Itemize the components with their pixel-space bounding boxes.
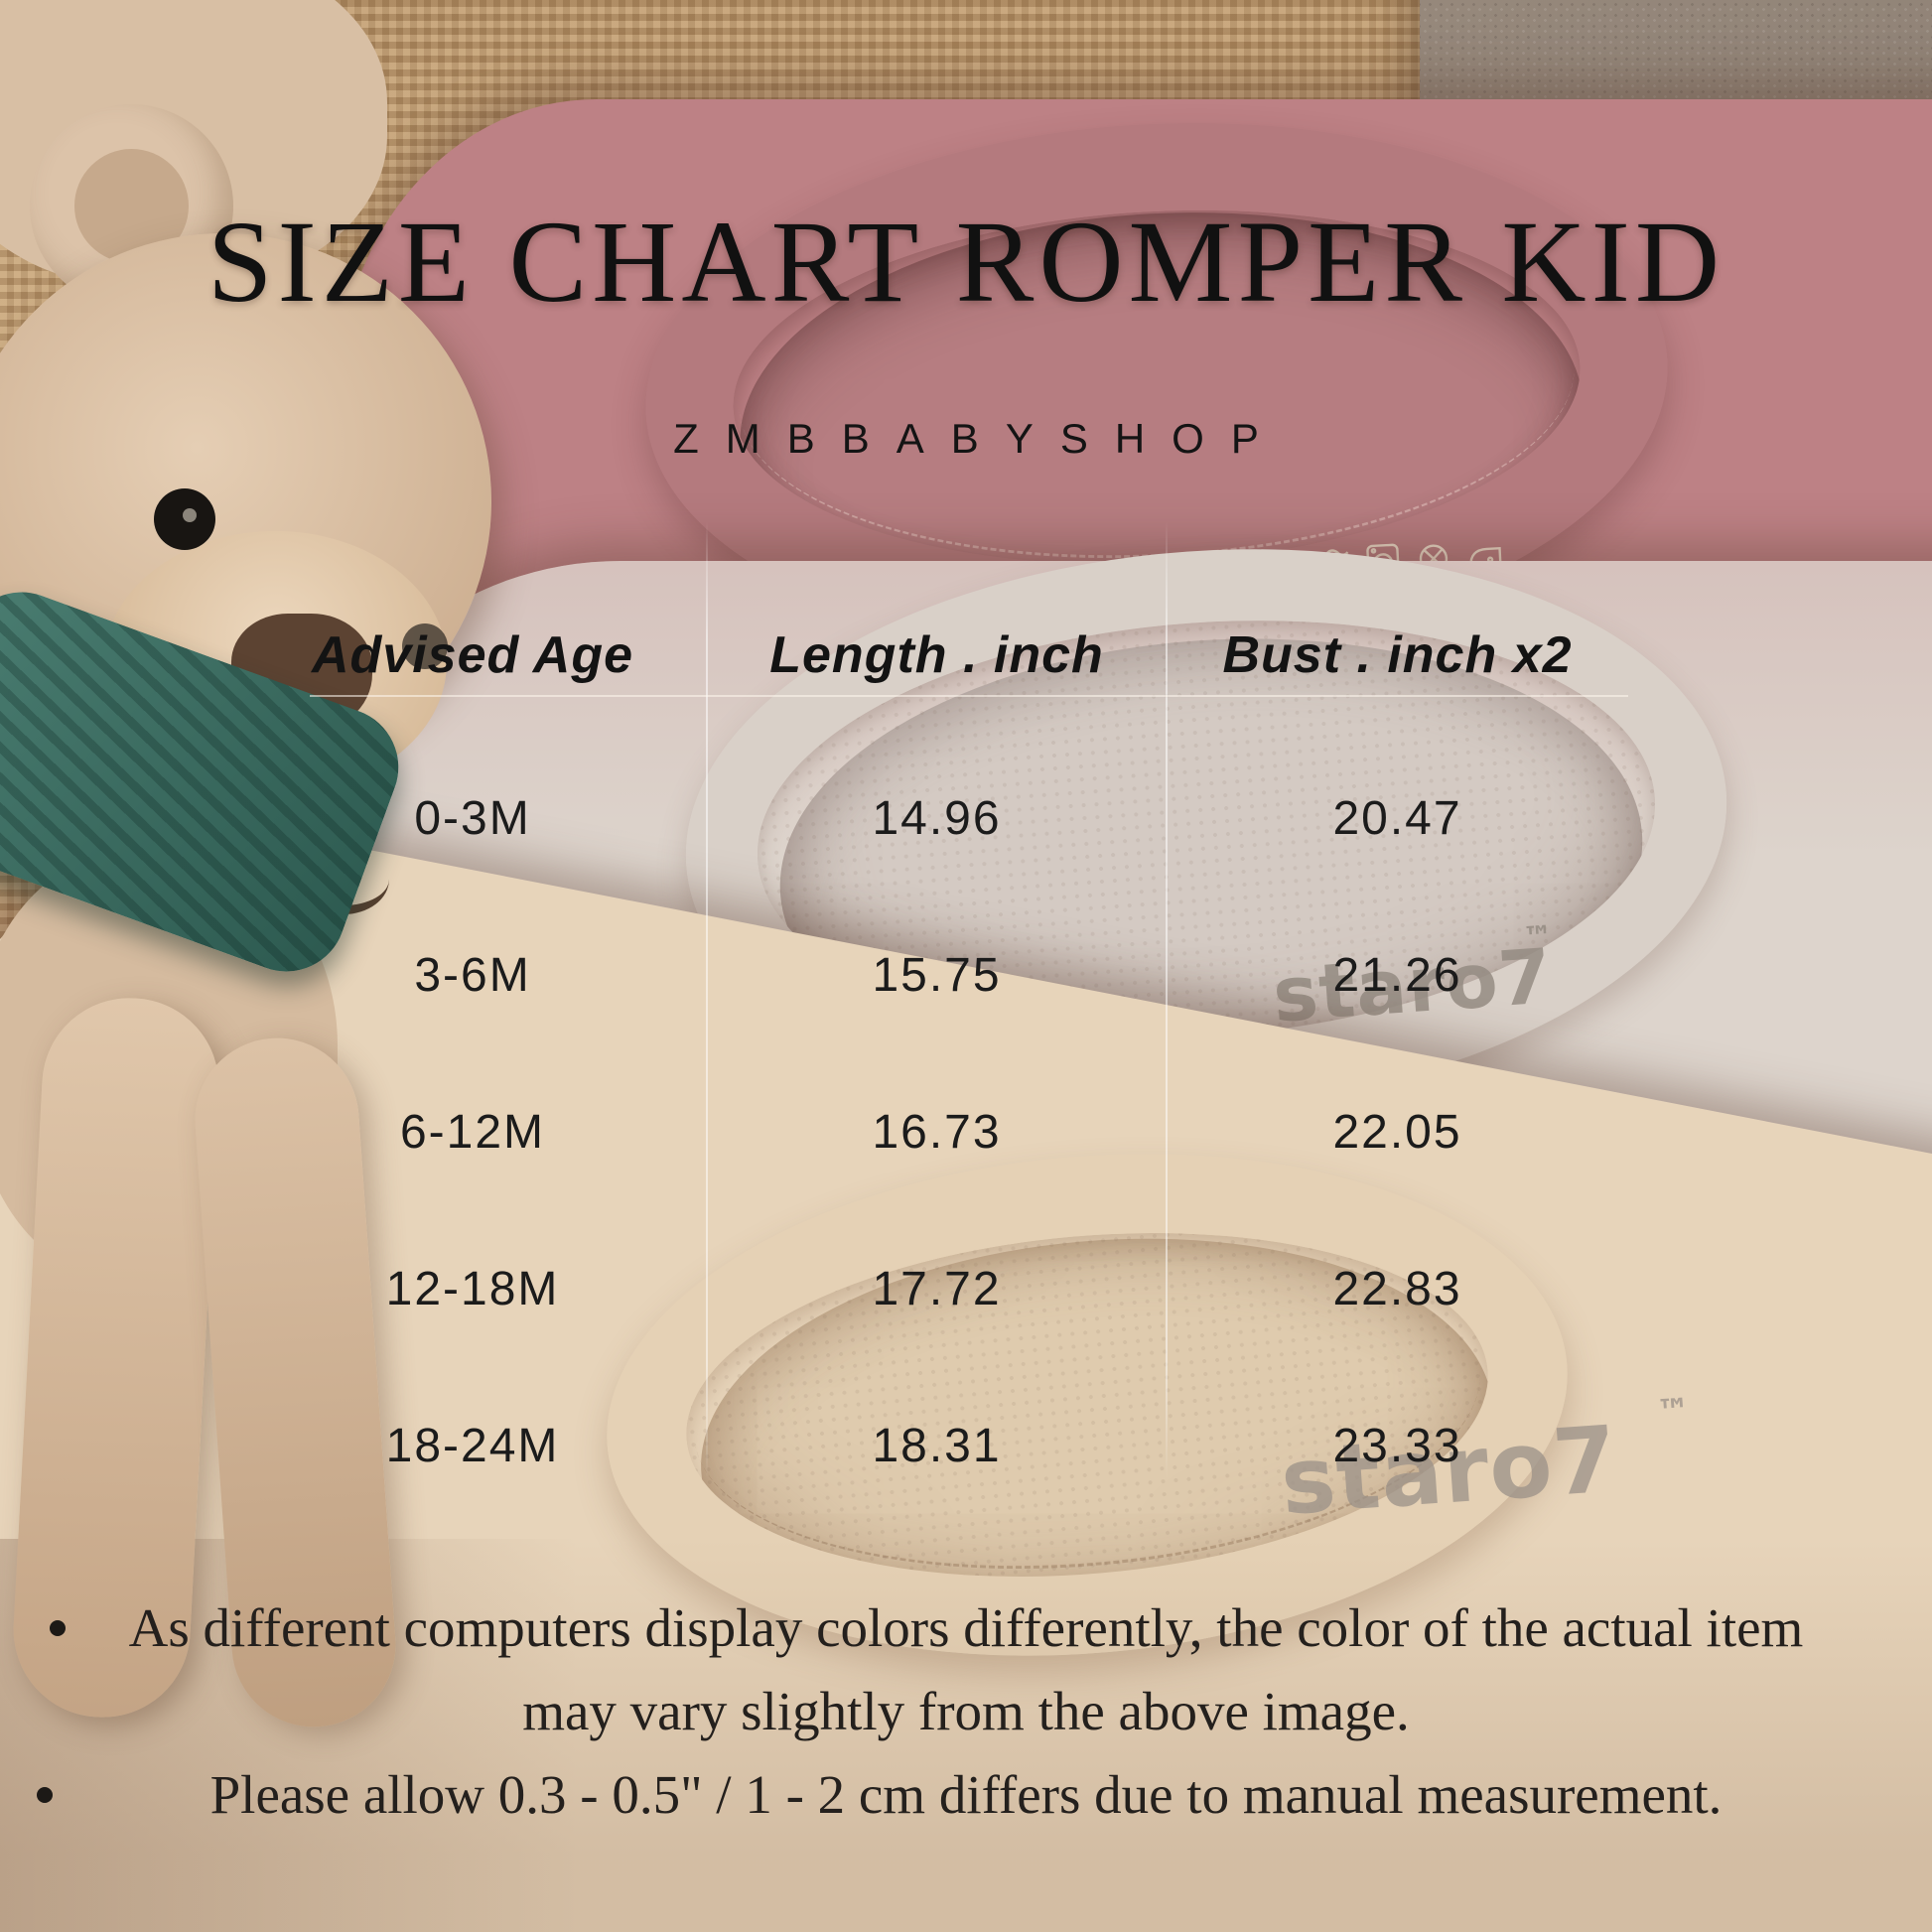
note-color-disclaimer: As different computers display colors di… xyxy=(38,1587,1894,1753)
bust-cell: 22.83 xyxy=(1332,1262,1462,1315)
note-text: As different computers display colors di… xyxy=(128,1597,1804,1741)
table-row: 3-6M 15.75 21.26 xyxy=(238,897,1628,1053)
bear-eye-glint xyxy=(183,508,197,522)
table-row: 18-24M 18.31 23.33 xyxy=(238,1367,1628,1524)
bust-cell: 20.47 xyxy=(1332,791,1462,845)
table-row: 0-3M 14.96 20.47 xyxy=(238,740,1628,897)
table-row: 12-18M 17.72 22.83 xyxy=(238,1210,1628,1367)
note-text: Please allow 0.3 - 0.5" / 1 - 2 cm diffe… xyxy=(209,1764,1723,1825)
length-cell: 18.31 xyxy=(872,1419,1002,1472)
bear-eye-right xyxy=(402,623,448,669)
table-column-divider xyxy=(1166,521,1168,1479)
bullet-icon xyxy=(50,1620,66,1636)
column-header-advised-age: Advised Age xyxy=(311,625,634,684)
column-header-length: Length . inch xyxy=(769,625,1104,684)
table-body: 0-3M 14.96 20.47 3-6M 15.75 21.26 6-12M … xyxy=(238,740,1628,1524)
bust-cell: 23.33 xyxy=(1332,1419,1462,1472)
footnotes: As different computers display colors di… xyxy=(25,1587,1907,1837)
bust-cell: 21.26 xyxy=(1332,948,1462,1002)
age-cell: 12-18M xyxy=(385,1262,560,1315)
length-cell: 15.75 xyxy=(872,948,1002,1002)
note-measurement-disclaimer: Please allow 0.3 - 0.5" / 1 - 2 cm diffe… xyxy=(25,1753,1907,1837)
table-row: 6-12M 16.73 22.05 xyxy=(238,1053,1628,1210)
table-header-underline xyxy=(310,695,1628,697)
trademark-symbol: ™ xyxy=(1655,1390,1692,1434)
column-header-bust: Bust . inch x2 xyxy=(1222,625,1573,684)
length-cell: 16.73 xyxy=(872,1105,1002,1159)
bust-cell: 22.05 xyxy=(1332,1105,1462,1159)
page-title: SIZE CHART ROMPER KID xyxy=(207,197,1725,327)
size-table: Advised Age Length . inch Bust . inch x2… xyxy=(238,608,1628,1472)
length-cell: 14.96 xyxy=(872,791,1002,845)
shop-name: ZMBBABYSHOP xyxy=(673,415,1286,462)
table-header-row: Advised Age Length . inch Bust . inch x2 xyxy=(238,608,1628,702)
age-cell: 0-3M xyxy=(414,791,531,845)
age-cell: 6-12M xyxy=(399,1105,546,1159)
bullet-icon xyxy=(37,1787,53,1803)
length-cell: 17.72 xyxy=(872,1262,1002,1315)
age-cell: 3-6M xyxy=(414,948,531,1002)
age-cell: 18-24M xyxy=(385,1419,560,1472)
table-column-divider xyxy=(706,521,708,1479)
